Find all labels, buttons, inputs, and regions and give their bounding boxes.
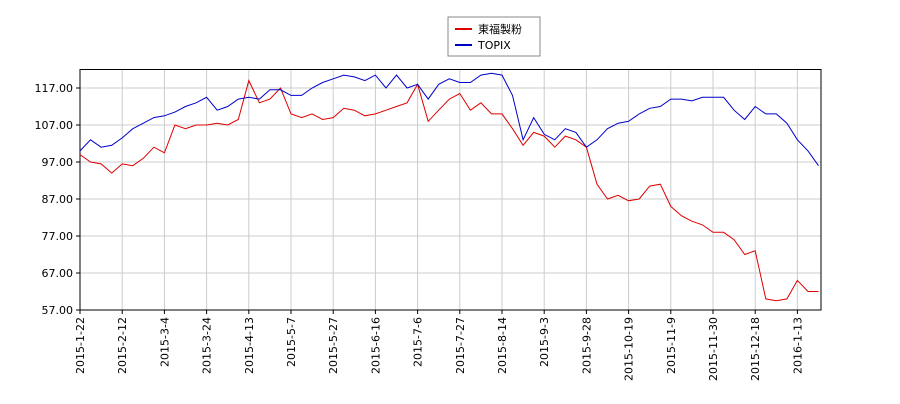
y-tick-label: 97.00: [42, 156, 74, 169]
legend: [447, 16, 541, 57]
x-tick-label: 2015-7-27: [454, 317, 467, 374]
legend-label: 東福製粉: [478, 22, 522, 36]
x-tick-label: 2015-4-13: [243, 317, 256, 374]
x-tick-label: 2015-8-14: [496, 317, 509, 374]
y-tick-label: 107.00: [35, 119, 74, 132]
y-tick-label: 57.00: [42, 304, 74, 317]
x-tick-label: 2015-12-18: [749, 317, 762, 381]
x-tick-label: 2015-5-7: [285, 317, 298, 367]
series-line: [79, 79, 819, 302]
y-tick-label: 87.00: [42, 193, 74, 206]
legend-label: TOPIX: [477, 39, 511, 52]
x-tick-label: 2015-6-16: [369, 317, 382, 374]
x-tick-label: 2015-9-3: [538, 317, 551, 367]
x-tick-label: 2015-9-28: [580, 317, 593, 374]
x-tick-label: 2015-11-30: [707, 317, 720, 381]
plot-frame: [79, 69, 822, 311]
x-tick-label: 2015-3-24: [201, 317, 214, 374]
y-tick-label: 67.00: [42, 267, 74, 280]
x-tick-label: 2015-3-4: [158, 317, 171, 367]
x-tick-label: 2015-2-12: [116, 317, 129, 374]
x-tick-label: 2015-10-19: [623, 317, 636, 381]
x-tick-label: 2015-11-9: [665, 317, 678, 374]
series-line: [79, 72, 819, 166]
x-tick-label: 2016-1-13: [791, 317, 804, 374]
y-tick-label: 77.00: [42, 230, 74, 243]
y-tick-label: 117.00: [35, 82, 74, 95]
x-tick-label: 2015-5-27: [327, 317, 340, 374]
x-tick-label: 2015-7-6: [412, 317, 425, 367]
x-tick-label: 2015-1-22: [74, 317, 87, 374]
